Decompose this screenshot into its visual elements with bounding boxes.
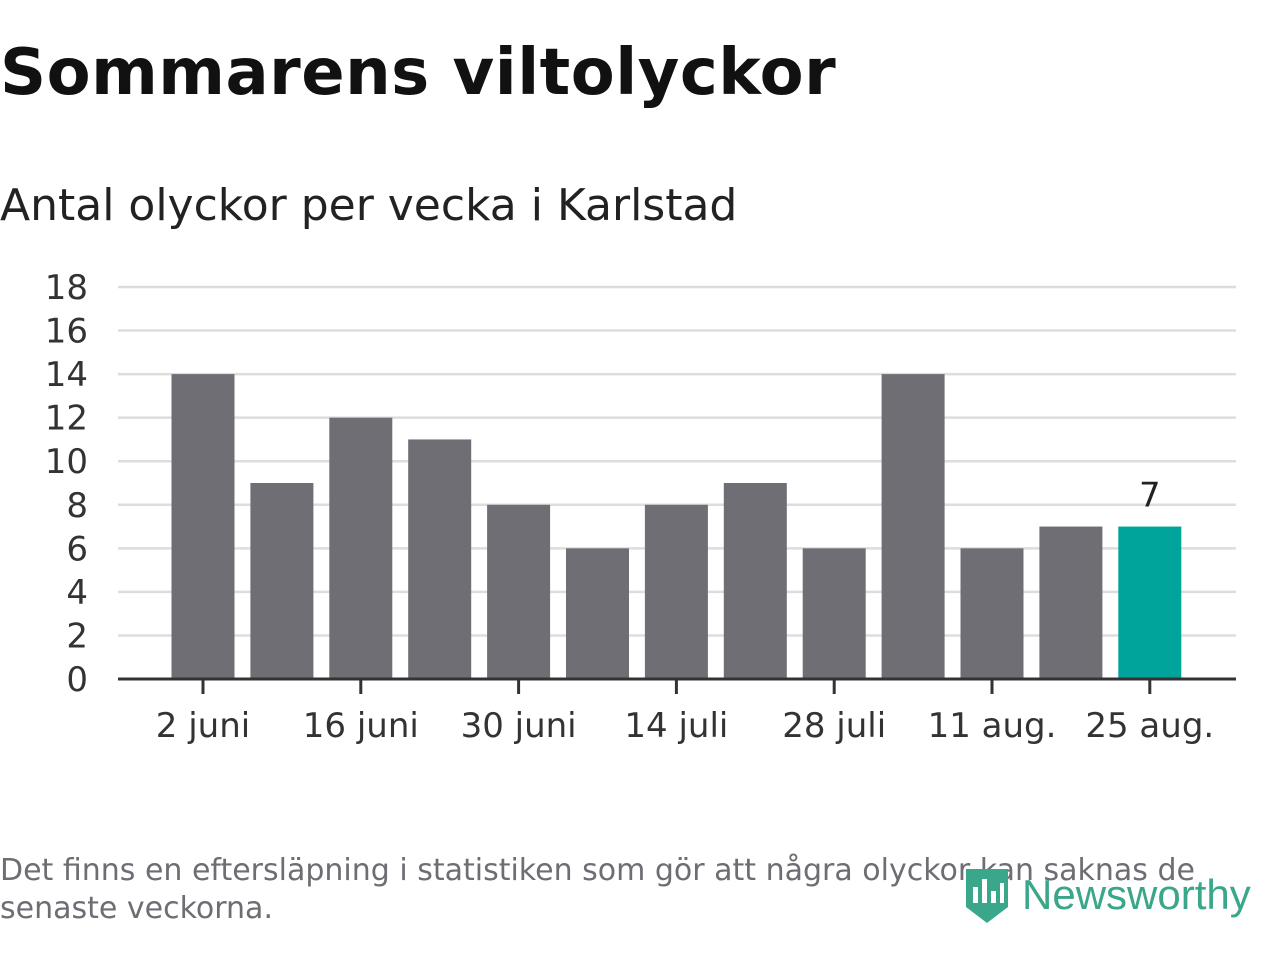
y-tick-label: 8 [66,486,88,526]
bar [644,504,708,679]
y-tick-label: 6 [66,529,88,569]
newsworthy-logo: Newsworthy [962,860,1251,930]
y-tick-label: 16 [45,312,88,352]
x-tick-label: 25 aug. [1085,706,1214,746]
newsworthy-logo-icon [966,869,1008,923]
bar [723,483,787,679]
bar [802,548,866,679]
y-tick-label: 18 [45,268,88,308]
x-tick-label: 30 juni [461,706,577,746]
bar [566,548,629,679]
x-tick-label: 2 juni [156,706,250,746]
y-tick-label: 0 [66,660,88,700]
y-tick-label: 12 [45,399,88,439]
bar [408,439,472,679]
y-tick-label: 4 [66,573,88,613]
bars: 7 [171,374,1182,679]
bar [171,374,235,679]
y-tick-label: 2 [66,616,88,656]
bar [1039,526,1103,679]
bar [960,548,1024,679]
chart-title: Sommarens viltolyckor [0,36,837,110]
bar [250,483,314,679]
x-tick-label: 16 juni [303,706,419,746]
x-tick-label: 28 juli [782,706,886,746]
bar-highlighted [1118,526,1182,679]
bar [487,504,551,679]
x-axis-labels: 2 juni 16 juni 30 juni 14 juli 28 juli 11 aug… [156,706,1214,746]
y-tick-label: 10 [45,442,88,482]
bar [329,417,393,679]
bar-value-label: 7 [1139,476,1161,516]
x-tick-label: 11 aug. [928,706,1057,746]
newsworthy-logo-text: Newsworthy [1022,871,1251,918]
x-axis [118,677,1236,694]
y-tick-label: 14 [45,355,88,395]
bar [881,374,945,679]
chart-subtitle: Antal olyckor per vecka i Karlstad [0,180,738,231]
x-tick-label: 14 juli [624,706,728,746]
